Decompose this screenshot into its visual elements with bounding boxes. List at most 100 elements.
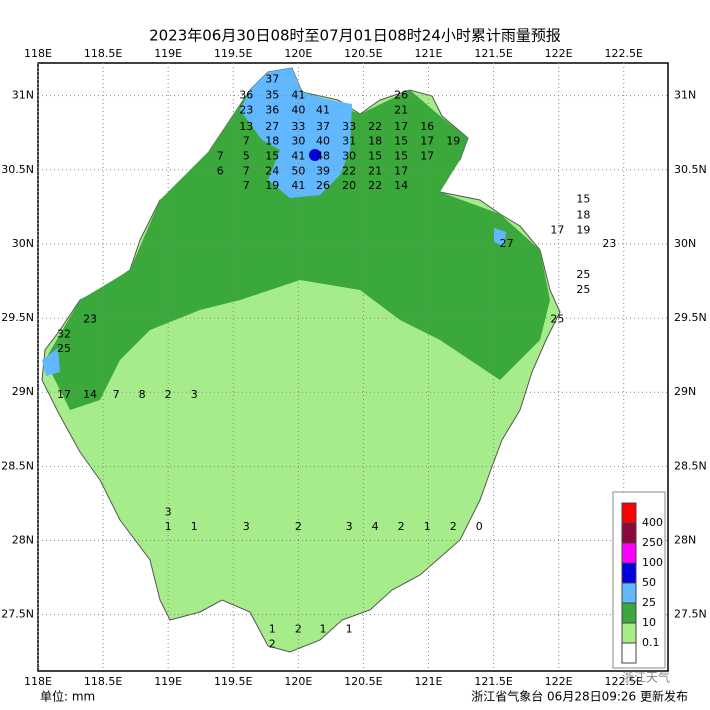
station-value: 25	[57, 342, 71, 355]
y-tick-label: 29.5N	[1, 311, 34, 324]
legend-swatch	[621, 622, 637, 644]
station-value: 1	[424, 520, 431, 533]
station-value: 27	[500, 237, 514, 250]
station-value: 41	[316, 103, 330, 116]
station-value: 15	[576, 192, 590, 205]
x-tick-label: 122.5E	[605, 675, 643, 688]
rain-50-100	[309, 149, 321, 161]
x-tick-label: 120.5E	[344, 47, 382, 60]
station-value: 15	[394, 135, 408, 148]
station-value: 1	[191, 520, 198, 533]
station-value: 18	[265, 135, 279, 148]
x-tick-label: 121E	[415, 675, 443, 688]
x-tick-label: 120E	[284, 675, 312, 688]
station-value: 22	[368, 179, 382, 192]
station-value: 1	[346, 622, 353, 635]
x-tick-label: 118E	[24, 675, 52, 688]
station-value: 3	[165, 505, 172, 518]
station-value: 40	[316, 135, 330, 148]
station-value: 32	[57, 327, 71, 340]
station-value: 1	[320, 622, 327, 635]
station-value: 8	[139, 388, 146, 401]
station-value: 7	[243, 135, 250, 148]
station-value: 48	[316, 149, 330, 162]
legend-label: 50	[642, 576, 656, 589]
x-tick-label: 118.5E	[84, 47, 122, 60]
legend-swatch	[621, 582, 637, 604]
rain-10-25	[45, 90, 550, 410]
x-tick-label: 122E	[545, 47, 573, 60]
station-value: 17	[420, 135, 434, 148]
x-tick-label: 119.5E	[214, 675, 252, 688]
station-value: 22	[342, 164, 356, 177]
x-tick-label: 121E	[415, 47, 443, 60]
legend: 400 250 100 50 25 10 0.1	[612, 491, 666, 669]
station-value: 37	[265, 72, 279, 85]
station-value: 17	[394, 164, 408, 177]
station-value: 7	[217, 149, 224, 162]
legend-label: 25	[642, 596, 656, 609]
station-value: 39	[316, 164, 330, 177]
unit-label: 单位: mm	[40, 689, 95, 704]
station-value: 25	[576, 268, 590, 281]
station-value: 17	[394, 120, 408, 133]
station-value: 33	[342, 120, 356, 133]
x-tick-label: 120E	[284, 47, 312, 60]
y-tick-label: 28N	[674, 534, 696, 547]
y-tick-label: 29.5N	[674, 311, 707, 324]
station-value: 2	[295, 622, 302, 635]
x-tick-label: 122E	[545, 675, 573, 688]
station-value: 18	[576, 209, 590, 222]
y-tick-label: 31N	[674, 89, 696, 102]
station-value: 7	[113, 388, 120, 401]
legend-swatch	[621, 542, 637, 564]
station-value: 1	[165, 520, 172, 533]
station-value: 0	[476, 520, 483, 533]
y-tick-label: 28.5N	[674, 459, 707, 472]
station-value: 3	[243, 520, 250, 533]
station-value: 33	[291, 120, 305, 133]
station-value: 4	[372, 520, 379, 533]
station-value: 41	[291, 179, 305, 192]
y-tick-label: 30N	[674, 237, 696, 250]
y-tick-label: 29N	[12, 385, 34, 398]
x-tick-label: 118E	[24, 47, 52, 60]
legend-swatch	[621, 522, 637, 544]
x-tick-label: 121.5E	[474, 675, 512, 688]
station-value: 16	[420, 120, 434, 133]
map-title: 2023年06月30日08时至07月01日08时24小时累计雨量预报	[149, 27, 561, 45]
y-tick-label: 28N	[12, 534, 34, 547]
station-value: 3	[191, 388, 198, 401]
station-value: 21	[394, 103, 408, 116]
y-tick-label: 29N	[674, 385, 696, 398]
station-value: 25	[576, 283, 590, 296]
legend-label: 250	[642, 536, 663, 549]
y-tick-label: 27.5N	[674, 608, 707, 621]
station-value: 18	[368, 135, 382, 148]
station-value: 17	[420, 149, 434, 162]
y-tick-label: 28.5N	[1, 459, 34, 472]
legend-swatch	[621, 502, 637, 524]
station-value: 14	[394, 179, 408, 192]
station-value: 5	[243, 149, 250, 162]
station-value: 26	[394, 89, 408, 102]
x-tick-label: 118.5E	[84, 675, 122, 688]
station-value: 41	[291, 89, 305, 102]
station-value: 1	[269, 622, 276, 635]
station-value: 19	[446, 135, 460, 148]
station-value: 23	[239, 103, 253, 116]
station-value: 15	[265, 149, 279, 162]
station-value: 6	[217, 164, 224, 177]
province-area	[41, 67, 561, 653]
station-value: 19	[265, 179, 279, 192]
x-tick-label: 119.5E	[214, 47, 252, 60]
station-value: 37	[316, 120, 330, 133]
station-value: 24	[265, 164, 279, 177]
station-value: 31	[342, 135, 356, 148]
rain-25-50	[494, 228, 506, 246]
station-value: 2	[398, 520, 405, 533]
station-value: 7	[243, 179, 250, 192]
station-value: 23	[602, 237, 616, 250]
x-tick-label: 121.5E	[474, 47, 512, 60]
